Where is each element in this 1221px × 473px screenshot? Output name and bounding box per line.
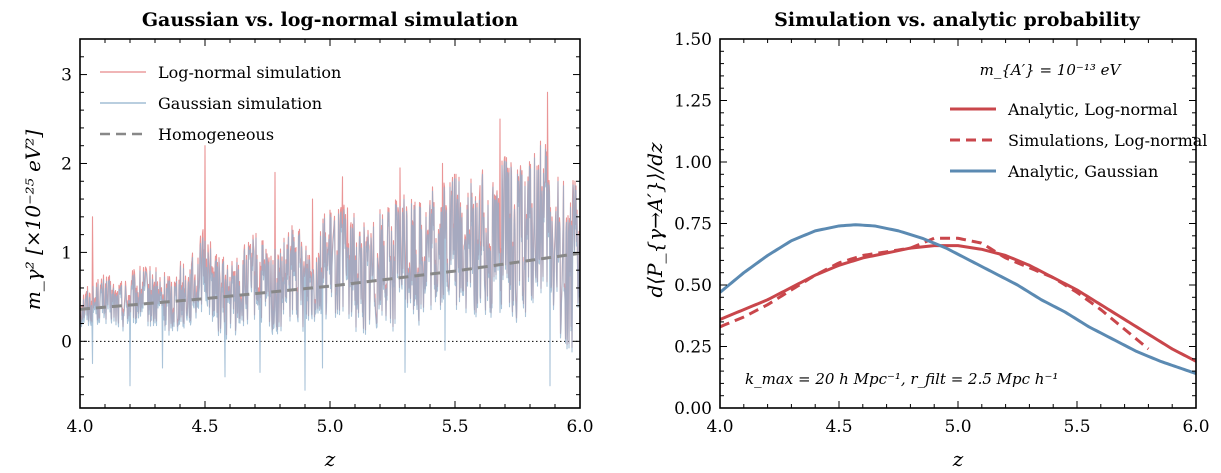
- right-series-1-line: [720, 236, 1150, 351]
- right-tick-labels: 4.0 4.5 5.0 5.5 6.0 0.00 0.25 0.50 0.75 1.00 1.25 1…: [674, 30, 1209, 437]
- left-legend: Log-normal simulation Gaussian simulation…: [100, 63, 341, 144]
- right-x-tick-label: 5.0: [944, 417, 971, 437]
- right-series-2-line: [720, 223, 1196, 375]
- right-legend-label-0: Analytic, Log-normal: [1007, 100, 1178, 119]
- right-y-tick-label: 0.75: [674, 215, 712, 235]
- right-series-0-line: [720, 244, 1196, 363]
- right-panel: Simulation vs. analytic probability 4.0 4…: [643, 9, 1210, 471]
- left-y-tick-label: 3: [61, 66, 72, 86]
- right-x-tick-label: 4.5: [825, 417, 852, 437]
- right-legend-label-2: Analytic, Gaussian: [1007, 162, 1158, 181]
- right-legend: m_{A′} = 10⁻¹³ eV Analytic, Log-normal Sim…: [950, 61, 1207, 181]
- right-legend-label-1: Simulations, Log-normal: [1008, 131, 1207, 150]
- left-plot-area: [80, 91, 580, 391]
- left-x-tick-label: 6.0: [566, 417, 593, 437]
- right-plot-area: [720, 223, 1196, 375]
- right-y-tick-label: 1.50: [674, 30, 712, 50]
- right-x-tick-label: 4.0: [706, 417, 733, 437]
- left-x-tick-label: 5.0: [316, 417, 343, 437]
- right-y-tick-label: 1.25: [674, 92, 712, 112]
- left-legend-label-1: Gaussian simulation: [158, 94, 322, 113]
- right-axes-frame: [719, 38, 1197, 409]
- left-series-2-line: [80, 251, 580, 311]
- left-legend-label-2: Homogeneous: [158, 125, 274, 144]
- left-tick-labels: 4.0 4.5 5.0 5.5 6.0 0 1 2 3: [61, 66, 593, 437]
- left-legend-label-0: Log-normal simulation: [158, 63, 341, 82]
- left-y-tick-label: 2: [61, 154, 72, 174]
- left-panel: Gaussian vs. log-normal simulation 4.0 4.…: [21, 9, 594, 471]
- right-y-tick-label: 0.25: [674, 338, 712, 358]
- left-x-tick-label: 4.5: [191, 417, 218, 437]
- right-x-axis-label: z: [952, 447, 964, 471]
- right-tick-marks: [719, 38, 1197, 409]
- right-chart-title: Simulation vs. analytic probability: [774, 9, 1141, 31]
- right-legend-title: m_{A′} = 10⁻¹³ eV: [980, 61, 1123, 79]
- right-x-tick-label: 5.5: [1063, 417, 1090, 437]
- left-series-1-line: [80, 145, 580, 391]
- left-x-tick-label: 5.5: [441, 417, 468, 437]
- right-x-tick-label: 6.0: [1182, 417, 1209, 437]
- left-x-tick-label: 4.0: [66, 417, 93, 437]
- left-y-axis-label: m_γ² [×10⁻²⁵ eV²]: [21, 130, 45, 311]
- left-y-tick-label: 1: [61, 243, 72, 263]
- right-y-tick-label: 0.00: [674, 399, 712, 419]
- right-y-tick-label: 0.50: [674, 276, 712, 296]
- left-tick-marks: [79, 38, 581, 408]
- left-y-tick-label: 0: [61, 332, 72, 352]
- right-y-axis-label: d⟨P_{γ→A′}⟩/dz: [643, 142, 667, 298]
- left-chart-title: Gaussian vs. log-normal simulation: [142, 9, 519, 31]
- right-y-tick-label: 1.00: [674, 153, 712, 173]
- right-annotation: k_max = 20 h Mpc⁻¹, r_filt = 2.5 Mpc h⁻¹: [745, 370, 1058, 388]
- left-x-axis-label: z: [324, 447, 336, 471]
